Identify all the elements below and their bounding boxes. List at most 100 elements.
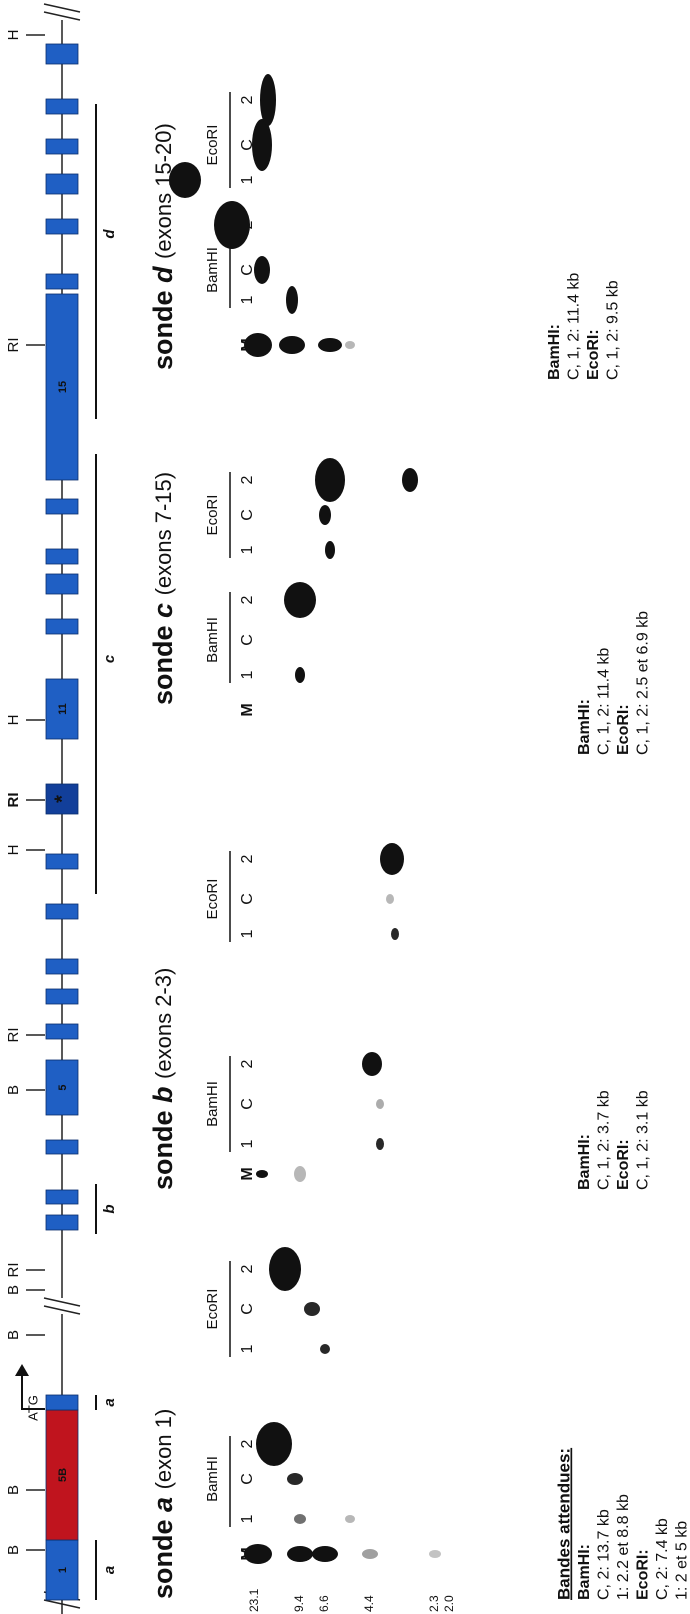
expected-heading: Bandes attendues: (554, 1448, 573, 1600)
blot-band (376, 1138, 384, 1150)
expected-line: BamHI: (576, 1544, 593, 1600)
exon (46, 574, 78, 594)
blot-band (319, 505, 331, 525)
southern-blot-figure: BBBBRIBRIHRIHRIHATG15B5*1115aabcd23.19.4… (0, 0, 690, 1614)
expected-line: C, 2: 7.4 kb (654, 1518, 671, 1600)
site-label: RI (5, 1028, 22, 1043)
lane-label: 1 (239, 1344, 256, 1353)
title-word: sonde (148, 625, 178, 705)
blot-band (295, 667, 305, 683)
size-marker: 9.4 (292, 1595, 306, 1612)
blot-band (260, 74, 276, 126)
blot-band (287, 1546, 313, 1562)
title-word: sonde (148, 290, 178, 370)
exon (46, 1395, 78, 1410)
exon (46, 1024, 78, 1039)
exon (46, 989, 78, 1004)
lane-label: C (239, 893, 256, 905)
exon (46, 549, 78, 564)
blot-band (304, 1302, 320, 1316)
size-marker: 23.1 (247, 1588, 261, 1612)
exon (46, 219, 78, 234)
expected-line: C, 1, 2: 11.4 kb (566, 273, 583, 380)
site-label: B (5, 1485, 22, 1495)
expected-line: C, 1, 2: 3.1 kb (635, 1090, 652, 1190)
enzyme-label: EcoRI (204, 125, 221, 166)
blot-band (214, 201, 250, 249)
blot-title: sonde b (exons 2-3) (148, 968, 178, 1190)
probe-label: b (101, 1204, 118, 1213)
exon (46, 174, 78, 194)
lane-label: 1 (239, 545, 256, 554)
blot-title: sonde a (exon 1) (148, 1409, 178, 1599)
size-marker: 2.0 (442, 1595, 456, 1612)
site-label: H (5, 715, 22, 726)
lane-label: C (239, 1303, 256, 1315)
exon (46, 499, 78, 514)
lane-label: 1 (239, 670, 256, 679)
lane-label: 2 (239, 854, 256, 863)
site-label: B (5, 1330, 22, 1340)
start-codon: ATG (25, 1395, 40, 1421)
enzyme-label: EcoRI (204, 1289, 221, 1330)
blot-band (254, 256, 270, 284)
lane-label: C (239, 509, 256, 521)
expected-line: EcoRI: (585, 329, 602, 380)
exon (46, 44, 78, 64)
site-label: RI (5, 338, 22, 353)
expected-line: EcoRI: (615, 704, 632, 755)
expected-line: C, 1, 2: 2.5 et 6.9 kb (635, 611, 652, 755)
lane-label: C (239, 1098, 256, 1110)
exon (46, 1140, 78, 1154)
lane-label: M (239, 1167, 256, 1180)
probe-label: d (101, 229, 118, 239)
blot-band (269, 1247, 301, 1291)
lane-label: C (239, 264, 256, 276)
blot-band (294, 1514, 306, 1524)
probe-label: c (101, 654, 118, 663)
blot-band (345, 341, 355, 349)
site-label: B (5, 1545, 22, 1555)
exon-label: * (51, 795, 73, 803)
blot-band (325, 541, 335, 559)
exon-label: 15 (57, 381, 69, 393)
title-probe: b (148, 1086, 178, 1103)
size-marker: 4.4 (362, 1595, 376, 1612)
exon (46, 274, 78, 289)
lane-label: M (239, 703, 256, 716)
enzyme-label: BamHI (204, 1456, 221, 1502)
blot-band (244, 1544, 272, 1564)
expected-line: BamHI: (576, 1134, 593, 1190)
title-probe: c (148, 603, 178, 618)
blot-title: sonde c (exons 7-15) (148, 472, 178, 705)
lane-label: 1 (239, 175, 256, 184)
exon-label: 1 (57, 1567, 69, 1573)
lane-label: 1 (239, 295, 256, 304)
exon-label: 11 (57, 703, 69, 715)
site-label: H (5, 845, 22, 856)
lane-label: 2 (239, 595, 256, 604)
expected-line: EcoRI: (635, 1549, 652, 1600)
start-arrow-head (15, 1364, 29, 1376)
probe-label: a (101, 1566, 118, 1574)
site-label: RI (5, 793, 22, 808)
title-probe: a (148, 1497, 178, 1512)
exon (46, 619, 78, 634)
exon-label: 5B (57, 1468, 69, 1482)
blot-band (391, 928, 399, 940)
title-subtitle: (exon 1) (151, 1409, 176, 1490)
blot-band (284, 582, 316, 618)
blot-band (287, 1473, 303, 1485)
expected-line: 1: 2 et 5 kb (674, 1521, 690, 1600)
exon (46, 139, 78, 154)
enzyme-label: BamHI (204, 1081, 221, 1127)
blot-band (380, 843, 404, 875)
blot-band (256, 1170, 268, 1178)
exon (46, 1190, 78, 1204)
lane-label: C (239, 1473, 256, 1485)
title-probe: d (148, 266, 178, 283)
blot-band (376, 1099, 384, 1109)
title-word: sonde (148, 1519, 178, 1599)
blot-band (402, 468, 418, 492)
blot-band (279, 336, 305, 354)
